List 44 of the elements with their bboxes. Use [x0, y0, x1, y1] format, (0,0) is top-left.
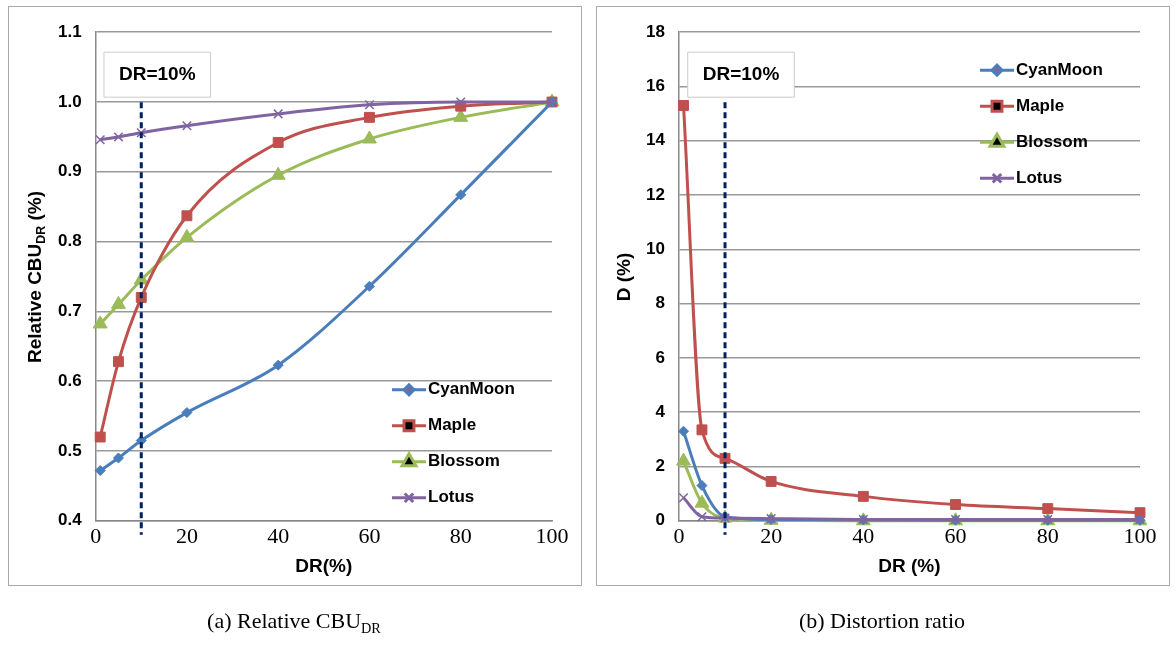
y-tick-label: 0.8	[57, 231, 82, 251]
x-tick-label: 20	[175, 522, 198, 548]
text: (b) Distortion ratio	[797, 608, 967, 634]
y-tick-label: 1.0	[57, 91, 82, 111]
ref-line-label: DR=10%	[118, 63, 196, 85]
x-tick-label: 20	[760, 522, 783, 548]
x-tick-label: 100	[1123, 522, 1157, 548]
y-tick-label: 2	[655, 456, 665, 476]
legend-label: Blossom	[428, 451, 500, 471]
x-tick-label: 80	[449, 522, 472, 548]
y-tick-label: 8	[655, 293, 665, 313]
y-tick-label: 18	[645, 21, 665, 41]
ref-line-label: DR=10%	[702, 63, 780, 85]
y-axis-title: D (%)	[613, 252, 635, 301]
legend-label: CyanMoon	[1016, 59, 1103, 79]
x-tick-label: 60	[358, 522, 381, 548]
x-tick-label: 40	[267, 522, 290, 548]
legend-label: Blossom	[1016, 131, 1088, 151]
legend-label: Maple	[428, 415, 477, 435]
x-tick-label: 0	[90, 522, 102, 548]
y-tick-label: 1.1	[57, 21, 82, 41]
legend-label: Lotus	[428, 487, 475, 507]
x-axis-title: DR (%)	[878, 554, 941, 576]
y-tick-label: 4	[655, 401, 666, 421]
x-axis-title: DR(%)	[295, 554, 353, 576]
x-tick-label: 80	[1036, 522, 1059, 548]
text: (a) Relative CBU$_{DR}$	[206, 608, 382, 638]
x-tick-label: 100	[535, 522, 569, 548]
y-tick-label: 0.4	[57, 510, 83, 530]
y-tick-label: 6	[655, 347, 665, 367]
legend-label: CyanMoon	[428, 379, 515, 399]
y-tick-label: 0.7	[57, 301, 82, 321]
y-tick-label: 0.5	[57, 440, 82, 460]
y-tick-label: 0.9	[57, 161, 82, 181]
y-tick-label: 14	[645, 130, 666, 150]
x-tick-label: 0	[673, 522, 685, 548]
y-tick-label: 10	[645, 239, 665, 259]
y-tick-label: 0.6	[57, 370, 82, 390]
x-tick-label: 40	[852, 522, 875, 548]
legend-label: Lotus	[1016, 167, 1063, 187]
legend-label: Maple	[1016, 95, 1065, 115]
y-tick-label: 12	[645, 184, 665, 204]
x-tick-label: 60	[944, 522, 967, 548]
y-tick-label: 16	[645, 76, 665, 96]
